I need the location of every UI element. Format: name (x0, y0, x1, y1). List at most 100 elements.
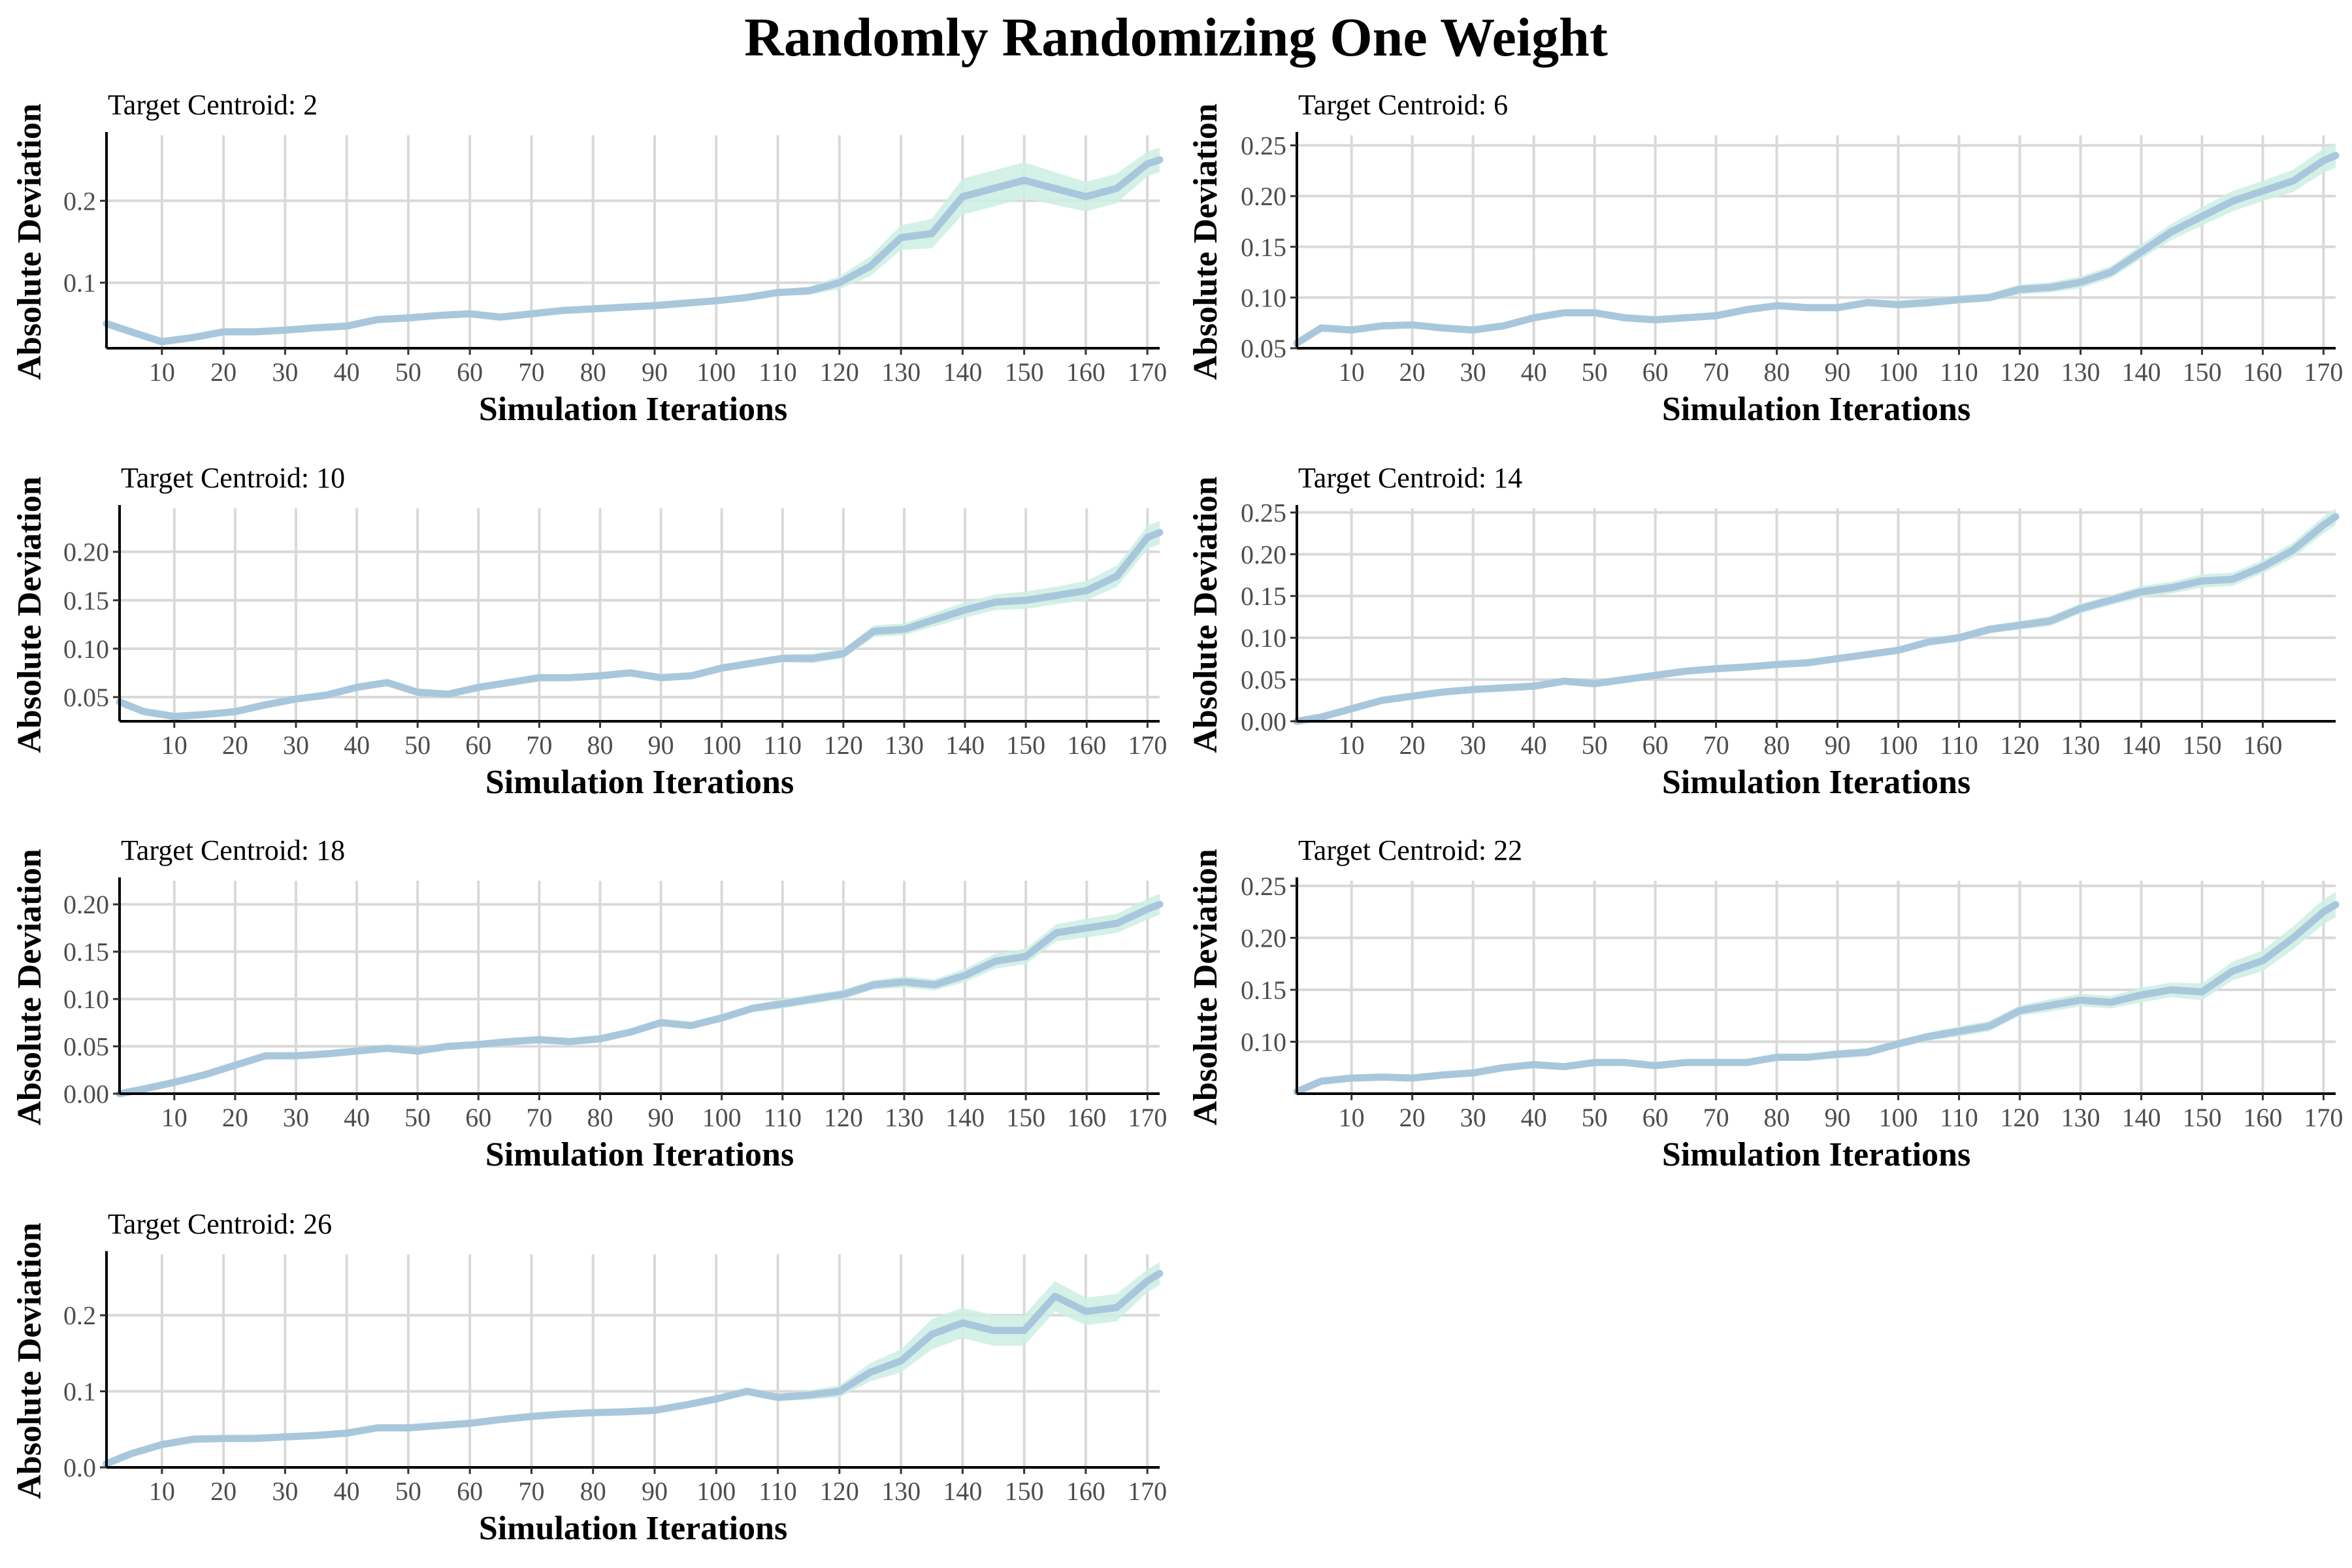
x-tick-label: 10 (1339, 1103, 1365, 1132)
x-tick-label: 130 (881, 357, 921, 387)
x-tick-label: 40 (1521, 1103, 1547, 1132)
x-tick-label: 160 (1067, 1103, 1106, 1132)
x-tick-label: 10 (149, 1477, 175, 1506)
x-tick-label: 20 (222, 1103, 248, 1132)
x-tick-label: 70 (526, 1103, 552, 1132)
x-tick-label: 80 (1764, 1103, 1790, 1132)
panel-1: 10 20 30 40 50 60 70 80 90 100 110 120 130 140 150 160 1… (11, 89, 1167, 428)
y-tick-label: 0.25 (1241, 498, 1286, 527)
confidence-band (106, 147, 1160, 344)
x-tick-label: 60 (465, 1103, 491, 1132)
series-line (103, 156, 1164, 346)
y-tick-label: 0.10 (1241, 283, 1286, 312)
x-tick-label: 40 (1521, 357, 1547, 387)
x-tick-label: 90 (648, 730, 674, 760)
x-tick-label: 20 (1399, 357, 1426, 387)
y-axis-label: Absolute Deviation (11, 849, 48, 1125)
y-axis-label: Absolute Deviation (1187, 476, 1224, 753)
x-tick-label: 100 (1879, 357, 1918, 387)
y-tick-label: 0.2 (63, 186, 96, 216)
x-tick-label: 110 (1940, 730, 1978, 760)
x-axis-label: Simulation Iterations (479, 391, 787, 428)
x-tick-label: 170 (1128, 730, 1167, 760)
x-tick-label: 110 (1940, 357, 1978, 387)
x-tick-label: 70 (518, 357, 544, 387)
panel-subtitle: Target Centroid: 14 (1298, 462, 1522, 494)
y-axis-label: Absolute Deviation (1187, 103, 1224, 380)
x-tick-label: 130 (2061, 1103, 2100, 1132)
y-tick-label: 0.10 (1241, 1027, 1286, 1056)
series-line (1293, 513, 2340, 725)
y-tick-label: 0.05 (63, 683, 109, 712)
x-tick-label: 20 (1399, 730, 1426, 760)
x-tick-label: 50 (395, 357, 421, 387)
x-tick-label: 60 (465, 730, 491, 760)
x-tick-label: 10 (1339, 730, 1365, 760)
x-tick-label: 150 (1006, 1103, 1045, 1132)
x-tick-label: 140 (943, 357, 982, 387)
x-tick-label: 130 (885, 730, 924, 760)
x-tick-label: 20 (210, 357, 237, 387)
y-tick-label: 0.2 (63, 1301, 96, 1330)
panel-subtitle: Target Centroid: 18 (121, 834, 345, 866)
confidence-band (106, 1262, 1160, 1466)
panel-4: 10 20 30 40 50 60 70 80 90 100 110 120 130 140 150 160 0… (1187, 462, 2340, 801)
y-tick-label: 0.20 (1241, 540, 1286, 569)
y-tick-label: 0.0 (63, 1453, 96, 1482)
y-axis-label: Absolute Deviation (1187, 849, 1224, 1125)
x-tick-label: 100 (702, 1103, 742, 1132)
x-tick-label: 50 (1582, 357, 1608, 387)
y-tick-label: 0.15 (1241, 233, 1286, 262)
panel-3: 10 20 30 40 50 60 70 80 90 100 110 120 130 140 150 160 1… (11, 462, 1167, 801)
x-tick-label: 70 (1703, 357, 1729, 387)
x-tick-label: 120 (2000, 357, 2039, 387)
x-tick-label: 60 (457, 357, 483, 387)
y-tick-label: 0.20 (63, 538, 109, 567)
x-tick-label: 60 (457, 1477, 483, 1506)
panel-2: 10 20 30 40 50 60 70 80 90 100 110 120 130 140 150 160 1… (1187, 89, 2343, 428)
x-tick-label: 10 (161, 730, 188, 760)
x-tick-label: 160 (1066, 1477, 1105, 1506)
panel-subtitle: Target Centroid: 10 (121, 462, 345, 494)
x-tick-label: 110 (764, 730, 802, 760)
x-tick-label: 120 (820, 1477, 859, 1506)
x-tick-label: 60 (1642, 1103, 1669, 1132)
x-tick-label: 170 (2304, 1103, 2343, 1132)
x-axis-label: Simulation Iterations (485, 764, 794, 801)
x-tick-label: 110 (764, 1103, 802, 1132)
x-tick-label: 60 (1642, 357, 1669, 387)
x-tick-label: 50 (395, 1477, 421, 1506)
x-tick-label: 150 (2182, 357, 2221, 387)
x-tick-label: 160 (1067, 730, 1106, 760)
x-tick-label: 40 (334, 357, 360, 387)
x-tick-label: 140 (2121, 357, 2161, 387)
confidence-band (120, 521, 1160, 719)
x-tick-label: 50 (1582, 730, 1608, 760)
x-tick-label: 80 (580, 1477, 606, 1506)
panel-subtitle: Target Centroid: 6 (1298, 89, 1508, 121)
x-tick-label: 110 (759, 1477, 797, 1506)
x-tick-label: 100 (696, 357, 736, 387)
y-tick-label: 0.15 (63, 938, 109, 967)
x-tick-label: 120 (824, 730, 863, 760)
x-tick-label: 80 (580, 357, 606, 387)
y-tick-label: 0.20 (63, 890, 109, 919)
x-tick-label: 150 (2182, 1103, 2221, 1132)
confidence-band (120, 894, 1160, 1094)
x-tick-label: 10 (149, 357, 175, 387)
x-tick-label: 160 (2243, 730, 2282, 760)
x-axis-label: Simulation Iterations (1662, 764, 1970, 801)
panel-6: 10 20 30 40 50 60 70 80 90 100 110 120 130 140 150 160 1… (1187, 834, 2343, 1173)
y-tick-label: 0.25 (1241, 131, 1286, 161)
x-tick-label: 120 (2000, 730, 2039, 760)
x-tick-label: 50 (1582, 1103, 1608, 1132)
series-line (103, 1269, 1164, 1467)
x-tick-label: 90 (648, 1103, 674, 1132)
y-tick-label: 0.1 (63, 1377, 96, 1407)
x-tick-label: 40 (344, 1103, 370, 1132)
series-line (116, 529, 1164, 721)
y-tick-label: 0.10 (63, 985, 109, 1014)
x-tick-label: 10 (1339, 357, 1365, 387)
y-tick-label: 0.00 (63, 1079, 109, 1109)
